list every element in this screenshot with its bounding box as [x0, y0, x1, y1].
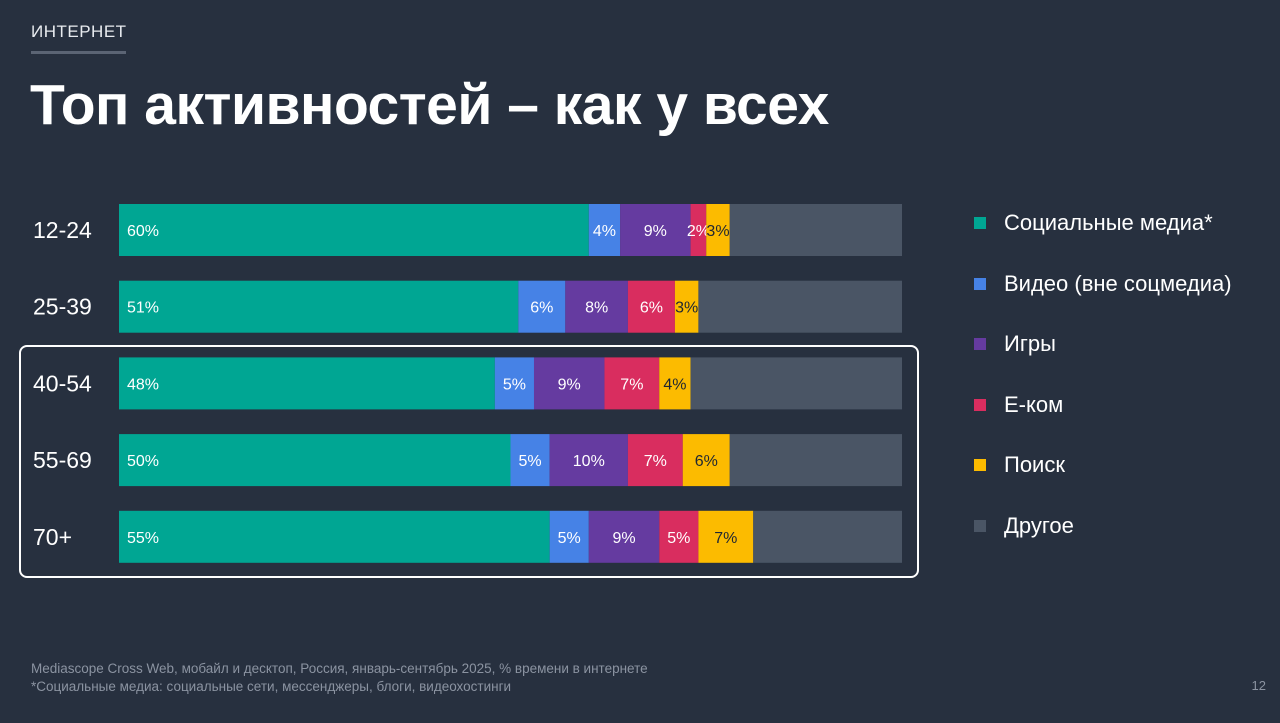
- bar-segment-40-54-5: [690, 357, 902, 410]
- legend-item-3: Е-ком: [974, 392, 1063, 418]
- legend-swatch: [974, 398, 986, 411]
- bar-segment-55-69-3: [627, 434, 683, 487]
- bar-segment-12-24-4: [706, 204, 730, 256]
- bar-segment-25-39-4: [674, 280, 699, 333]
- data-label-12-24-4: 3%: [706, 223, 729, 240]
- legend-swatch: [974, 277, 986, 290]
- data-label-55-69-1: 5%: [519, 453, 542, 470]
- bar-segment-55-69-4: [682, 434, 730, 487]
- bar-segment-70+-4: [698, 510, 754, 563]
- category-label-12-24: 12-24: [33, 217, 92, 243]
- bar-segment-25-39-3: [627, 280, 675, 333]
- bar-segment-55-69-1: [510, 434, 550, 487]
- footnote: Mediascope Cross Web, мобайл и десктоп, …: [31, 660, 648, 695]
- data-label-40-54-4: 4%: [663, 376, 686, 393]
- highlight-frame: [19, 345, 919, 578]
- bar-segment-25-39-0: [119, 280, 519, 333]
- data-label-12-24-0: 60%: [127, 223, 159, 240]
- bar-segment-70+-0: [119, 510, 550, 563]
- category-label-40-54: 40-54: [33, 370, 92, 396]
- bar-segment-25-39-2: [565, 280, 628, 333]
- legend-item-1: Видео (вне соцмедиа): [974, 271, 1232, 297]
- bar-segment-55-69-5: [729, 434, 902, 487]
- bar-segment-70+-2: [588, 510, 660, 563]
- legend-label: Поиск: [1004, 452, 1065, 478]
- bar-segment-40-54-4: [659, 357, 691, 410]
- data-label-70+-0: 55%: [127, 530, 159, 547]
- legend-item-2: Игры: [974, 331, 1056, 357]
- data-label-25-39-4: 3%: [675, 300, 698, 317]
- bar-segment-70+-1: [549, 510, 589, 563]
- data-label-12-24-3: 2%: [687, 223, 710, 240]
- bar-segment-12-24-1: [588, 204, 621, 256]
- bar-segment-25-39-1: [518, 280, 566, 333]
- bar-segment-40-54-0: [119, 357, 495, 410]
- data-label-25-39-3: 6%: [640, 300, 663, 317]
- legend-label: Другое: [1004, 513, 1074, 538]
- bar-segment-70+-5: [753, 510, 902, 563]
- data-label-40-54-0: 48%: [127, 376, 159, 393]
- data-label-70+-2: 9%: [612, 530, 635, 547]
- data-label-40-54-2: 9%: [558, 376, 581, 393]
- bar-segment-55-69-0: [119, 434, 511, 487]
- bar-segment-12-24-2: [620, 204, 691, 256]
- data-label-70+-1: 5%: [558, 530, 581, 547]
- category-label-70+: 70+: [33, 524, 72, 550]
- data-label-40-54-3: 7%: [620, 376, 643, 393]
- data-label-55-69-3: 7%: [644, 453, 667, 470]
- legend-item-0: Социальные медиа*: [974, 210, 1213, 236]
- bar-segment-55-69-2: [549, 434, 628, 487]
- data-label-70+-3: 5%: [667, 530, 690, 547]
- bar-segment-25-39-5: [698, 280, 902, 333]
- bar-segment-12-24-3: [690, 204, 707, 256]
- legend-label: Видео (вне соцмедиа): [1004, 270, 1232, 296]
- section-label: ИНТЕРНЕТ: [31, 22, 127, 41]
- bar-segment-12-24-5: [729, 204, 902, 256]
- data-label-12-24-2: 9%: [644, 223, 667, 240]
- data-label-12-24-1: 4%: [593, 223, 616, 240]
- footnote-source: Mediascope Cross Web, мобайл и десктоп, …: [31, 661, 648, 676]
- page-number: 12: [1251, 678, 1266, 693]
- legend-swatch: [974, 217, 986, 229]
- section-underline: [31, 51, 126, 54]
- data-label-25-39-0: 51%: [127, 300, 159, 317]
- data-label-70+-4: 7%: [714, 530, 737, 547]
- legend-item-4: Поиск: [974, 452, 1065, 478]
- data-label-25-39-2: 8%: [585, 300, 608, 317]
- legend-item-5: Другое: [974, 513, 1074, 539]
- page-title: Топ активностей – как у всех: [30, 73, 829, 137]
- legend-swatch: [974, 520, 986, 532]
- legend-label: Социальные медиа*: [1004, 210, 1213, 235]
- bar-segment-40-54-3: [604, 357, 660, 410]
- bar-segment-70+-3: [659, 510, 699, 563]
- bar-segment-40-54-1: [494, 357, 534, 410]
- legend-label: Игры: [1004, 331, 1056, 357]
- legend-label: Е-ком: [1004, 391, 1064, 417]
- stacked-bar-chart: 12-24 60% 4% 9% 2%3%25-39 51% 6% 8% 6% 3%40-54 48%…: [33, 204, 902, 563]
- bar-segment-40-54-2: [533, 357, 605, 410]
- legend-swatch: [974, 459, 986, 472]
- bar-segment-12-24-0: [119, 204, 589, 256]
- category-label-25-39: 25-39: [33, 294, 92, 320]
- data-label-55-69-2: 10%: [573, 453, 605, 470]
- data-label-55-69-0: 50%: [127, 453, 159, 470]
- data-label-40-54-1: 5%: [503, 376, 526, 393]
- legend-swatch: [974, 338, 986, 351]
- category-label-55-69: 55-69: [33, 447, 92, 473]
- data-label-55-69-4: 6%: [695, 453, 718, 470]
- data-label-25-39-1: 6%: [530, 300, 553, 317]
- footnote-definition: *Социальные медиа: социальные сети, месс…: [31, 678, 512, 694]
